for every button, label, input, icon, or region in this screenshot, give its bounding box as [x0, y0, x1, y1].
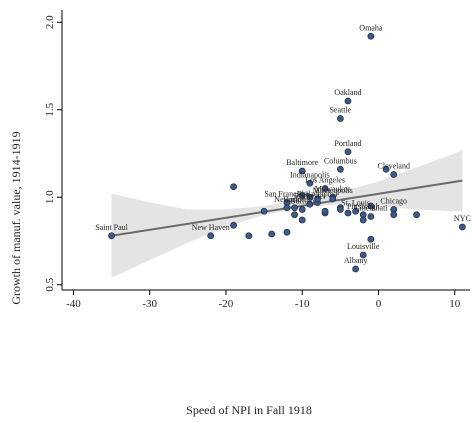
- data-point: [344, 97, 352, 105]
- data-point: [314, 195, 321, 203]
- point-label: Milwaukee: [315, 184, 351, 193]
- x-tick-label: -10: [295, 298, 310, 310]
- point-label: Cleveland: [378, 162, 410, 171]
- x-tick-label: 10: [449, 298, 461, 310]
- data-point: [306, 193, 314, 201]
- point-label: New Haven: [192, 223, 230, 232]
- point-label: St. Louis: [341, 198, 370, 207]
- data-point: [367, 32, 375, 40]
- x-tick-label: 0: [376, 298, 382, 310]
- point-label: Baltimore: [286, 158, 318, 167]
- data-point: [306, 200, 314, 208]
- data-point: [306, 179, 314, 187]
- data-point: [298, 216, 306, 224]
- data-point: [321, 185, 329, 192]
- data-point: [367, 235, 375, 243]
- y-tick-label: 1.0: [44, 190, 56, 204]
- confidence-band: [111, 150, 463, 278]
- data-point: [108, 232, 115, 240]
- point-label: Buffalo: [290, 197, 314, 206]
- data-point: [268, 230, 276, 238]
- point-label: Louisville: [347, 242, 380, 251]
- point-label: Oakland: [334, 88, 361, 97]
- data-point: [230, 221, 237, 229]
- axes: -40 -30 -20 -10 0 10 0.5 1.0 1.5 2.0: [44, 10, 470, 310]
- point-label: Albany: [344, 256, 368, 265]
- data-point: [298, 206, 306, 213]
- point-label: Philadelphia: [297, 190, 337, 199]
- point-labels: Omaha Oakland Seattle Portland Baltimore Colu…: [95, 23, 471, 265]
- y-tick-label: 0.5: [44, 277, 56, 291]
- data-point: [283, 204, 291, 212]
- data-point: [359, 216, 367, 224]
- point-label: Columbus: [324, 156, 357, 165]
- point-label: Newark: [274, 195, 299, 204]
- point-label: Seattle: [329, 106, 351, 115]
- y-tick-label: 2.0: [44, 15, 56, 29]
- point-label: Los Angeles: [305, 176, 345, 185]
- confidence-band-layer: [111, 150, 463, 278]
- data-point: [321, 207, 329, 215]
- data-point: [390, 211, 398, 219]
- data-point: [390, 171, 398, 178]
- y-axis-title: Growth of manuf. value, 1914-1919: [9, 131, 23, 304]
- x-tick-label: -40: [66, 298, 81, 310]
- data-point: [298, 167, 306, 175]
- data-point: [359, 251, 367, 259]
- x-tick-label: -30: [142, 298, 157, 310]
- data-point: [344, 209, 352, 217]
- data-point: [298, 192, 306, 199]
- point-label: Boston: [283, 195, 306, 204]
- point-label: Chicago: [380, 197, 407, 206]
- data-point: [413, 211, 421, 219]
- point-label: Omaha: [359, 23, 383, 32]
- data-point: [344, 148, 352, 156]
- data-point: [336, 206, 344, 213]
- data-point: [291, 211, 298, 219]
- data-point: [336, 165, 344, 173]
- y-tick-label: 1.5: [44, 102, 56, 116]
- data-point: [207, 232, 215, 240]
- point-label: Saint Paul: [95, 223, 128, 232]
- data-point: [230, 183, 237, 191]
- x-axis-title: Speed of NPI in Fall 1918: [186, 403, 312, 417]
- x-tick-label: -20: [219, 298, 234, 310]
- point-label: Minneapolis: [313, 186, 353, 195]
- data-point: [367, 202, 375, 210]
- data-point: [283, 228, 291, 236]
- data-point: [260, 207, 268, 215]
- point-label: Pittsburgh: [347, 202, 380, 211]
- point-label: Cincinnati: [354, 204, 388, 213]
- point-label: Indianapolis: [290, 170, 330, 179]
- point-label: Portland: [334, 139, 361, 148]
- data-point: [336, 115, 344, 122]
- point-label: San Francisco: [264, 190, 309, 199]
- data-point: [367, 213, 375, 220]
- data-point: [458, 223, 466, 231]
- point-label: Rochester: [294, 191, 326, 200]
- data-point: [352, 207, 360, 215]
- point-label: NYC: [454, 214, 471, 223]
- data-point: [245, 232, 253, 240]
- data-point: [352, 265, 360, 273]
- data-point: [329, 195, 337, 203]
- data-point: [382, 165, 390, 173]
- data-point: [291, 204, 298, 212]
- data-points: [108, 32, 466, 273]
